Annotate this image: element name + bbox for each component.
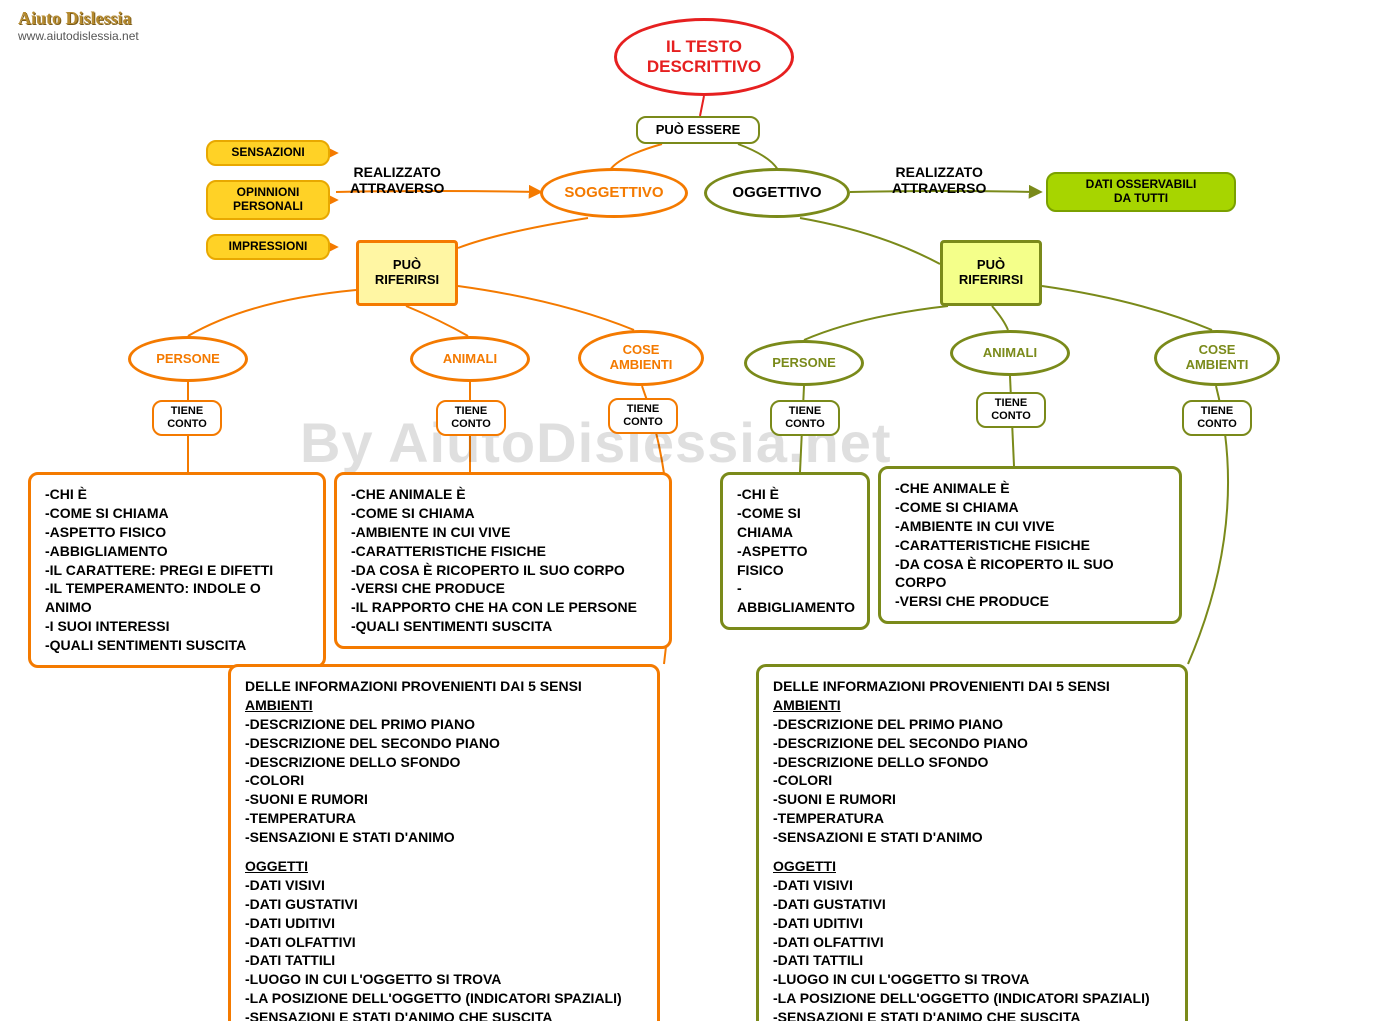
node-tcR1: TIENE CONTO [770,400,840,436]
node-ogg: OGGETTIVO [704,168,850,218]
node-coseL: COSE AMBIENTI [578,330,704,386]
node-tcL2: TIENE CONTO [436,400,506,436]
node-coseR: COSE AMBIENTI [1154,330,1280,386]
node-sensazioni: SENSAZIONI [206,140,330,166]
node-root: IL TESTO DESCRITTIVO [614,18,794,96]
label-realizzato-left: REALIZZATO ATTRAVERSO [350,164,444,196]
list-animR: -CHE ANIMALE È-COME SI CHIAMA-AMBIENTE I… [878,466,1182,624]
list-animL: -CHE ANIMALE È-COME SI CHIAMA-AMBIENTE I… [334,472,672,649]
node-tcR2: TIENE CONTO [976,392,1046,428]
node-dati_oss: DATI OSSERVABILI DA TUTTI [1046,172,1236,212]
label-realizzato-right: REALIZZATO ATTRAVERSO [892,164,986,196]
node-persR: PERSONE [744,340,864,386]
node-animL: ANIMALI [410,336,530,382]
node-animR: ANIMALI [950,330,1070,376]
node-tcR3: TIENE CONTO [1182,400,1252,436]
node-tcL1: TIENE CONTO [152,400,222,436]
node-sogg: SOGGETTIVO [540,168,688,218]
node-persL: PERSONE [128,336,248,382]
node-prif_L: PUÒ RIFERIRSI [356,240,458,306]
node-puo_essere: PUÒ ESSERE [636,116,760,144]
list-persR: -CHI È-COME SI CHIAMA-ASPETTO FISICO-ABB… [720,472,870,630]
list-coseL: DELLE INFORMAZIONI PROVENIENTI DAI 5 SEN… [228,664,660,1021]
list-persL: -CHI È-COME SI CHIAMA-ASPETTO FISICO-ABB… [28,472,326,668]
node-impressioni: IMPRESSIONI [206,234,330,260]
node-opinioni: OPINNIONI PERSONALI [206,180,330,220]
node-tcL3: TIENE CONTO [608,398,678,434]
list-coseR: DELLE INFORMAZIONI PROVENIENTI DAI 5 SEN… [756,664,1188,1021]
node-prif_R: PUÒ RIFERIRSI [940,240,1042,306]
